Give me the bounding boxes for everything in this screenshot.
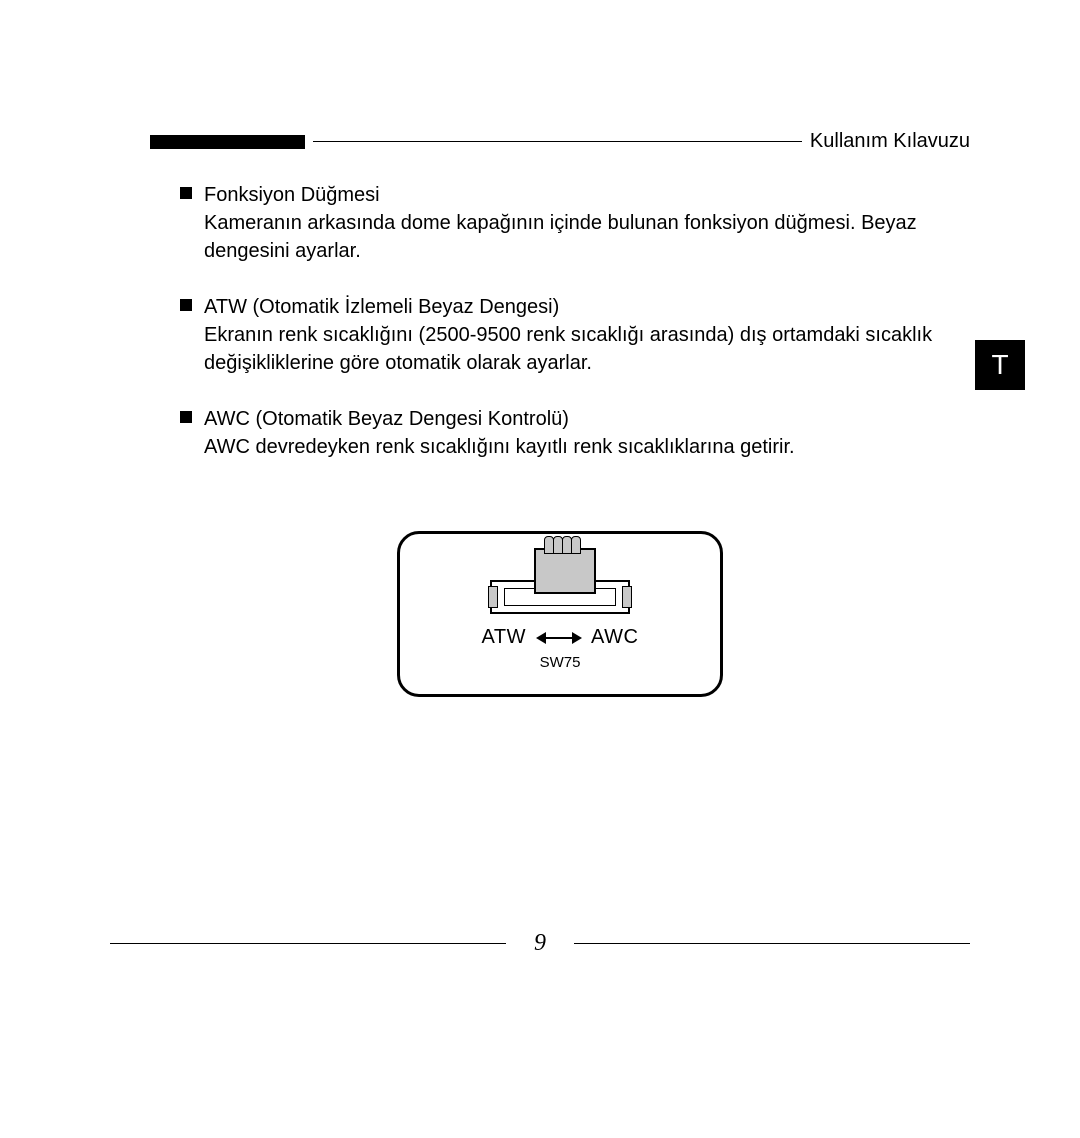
page-footer: 9 <box>110 930 970 957</box>
switch-labels: ATW AWC <box>400 626 720 649</box>
bullet-icon <box>180 187 192 199</box>
section-title: ATW (Otomatik İzlemeli Beyaz Dengesi) <box>204 293 559 321</box>
header-rule <box>313 141 802 142</box>
switch-left-label: ATW <box>482 626 526 648</box>
section-body: Ekranın renk sıcaklığını (2500-9500 renk… <box>180 321 940 377</box>
switch-knob <box>534 548 596 594</box>
switch-id-label: SW75 <box>400 654 720 671</box>
manual-page: Kullanım Kılavuzu Fonksiyon Düğmesi Kame… <box>0 0 1080 1138</box>
side-tab: T <box>975 340 1025 390</box>
section-body: Kameranın arkasında dome kapağının içind… <box>180 209 940 265</box>
section-fonksiyon: Fonksiyon Düğmesi Kameranın arkasında do… <box>180 181 940 265</box>
section-title: Fonksiyon Düğmesi <box>204 181 380 209</box>
section-title-row: Fonksiyon Düğmesi <box>180 181 940 209</box>
switch-grip <box>544 536 580 554</box>
header-title: Kullanım Kılavuzu <box>810 130 970 153</box>
section-title-row: AWC (Otomatik Beyaz Dengesi Kontrolü) <box>180 405 940 433</box>
section-title: AWC (Otomatik Beyaz Dengesi Kontrolü) <box>204 405 569 433</box>
footer-rule-right <box>574 943 970 944</box>
switch-drawing <box>490 554 630 614</box>
section-body: AWC devredeyken renk sıcaklığını kayıtlı… <box>180 433 940 461</box>
switch-right-label: AWC <box>591 626 638 648</box>
section-awc: AWC (Otomatik Beyaz Dengesi Kontrolü) AW… <box>180 405 940 461</box>
section-title-row: ATW (Otomatik İzlemeli Beyaz Dengesi) <box>180 293 940 321</box>
header-thick-bar <box>150 135 305 149</box>
page-header: Kullanım Kılavuzu <box>150 130 970 153</box>
footer-rule-left <box>110 943 506 944</box>
switch-figure: ATW AWC SW75 <box>397 531 723 697</box>
bullet-icon <box>180 411 192 423</box>
figure-container: ATW AWC SW75 <box>180 531 940 702</box>
double-arrow-icon <box>536 633 582 643</box>
page-number: 9 <box>506 930 574 957</box>
content-area: Fonksiyon Düğmesi Kameranın arkasında do… <box>150 181 970 702</box>
section-atw: ATW (Otomatik İzlemeli Beyaz Dengesi) Ek… <box>180 293 940 377</box>
bullet-icon <box>180 299 192 311</box>
